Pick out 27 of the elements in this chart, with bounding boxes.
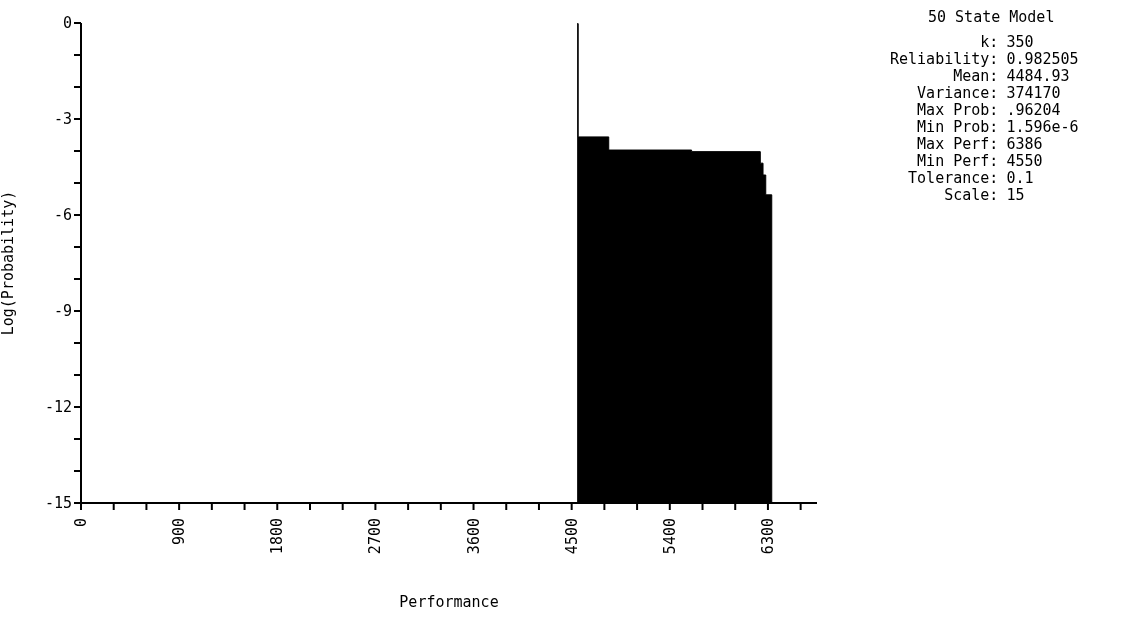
x-tick-label: 5400 [660,518,679,555]
y-tick-label: -3 [53,110,72,129]
x-tick-label: 6300 [758,518,777,555]
y-tick-label: -6 [53,206,72,225]
text: Max Perf: 6386 [916,135,1044,153]
text: Mean: 4484.93 [952,67,1071,85]
y-tick-label: 0 [62,14,72,33]
x-tick-label: 900 [170,518,189,546]
y-tick-label: -15 [44,494,72,513]
x-tick-label: 3600 [464,518,483,555]
text: 50 State Model [927,8,1056,26]
text: Tolerance: 0.1 [907,169,1035,187]
text: Scale: 15 [943,186,1026,204]
y-tick-label: -12 [44,398,72,417]
text: Max Prob: .96204 [916,101,1062,119]
text: Min Perf: 4550 [916,152,1044,170]
x-tick-label: 0 [72,518,90,528]
x-tick-label: 1800 [268,518,287,555]
x-tick-label: 4500 [562,518,581,555]
x-axis-title: Performance [399,593,499,611]
y-axis-title: Log(Probability) [0,190,18,336]
text: Reliability: 0.982505 [890,50,1079,68]
x-tick-label: 2700 [366,518,385,555]
text: Variance: 374170 [916,84,1062,102]
text: k: 350 [979,33,1035,51]
text: Min Prob: 1.596e-6 [916,118,1079,136]
y-tick-label: -9 [53,302,72,321]
